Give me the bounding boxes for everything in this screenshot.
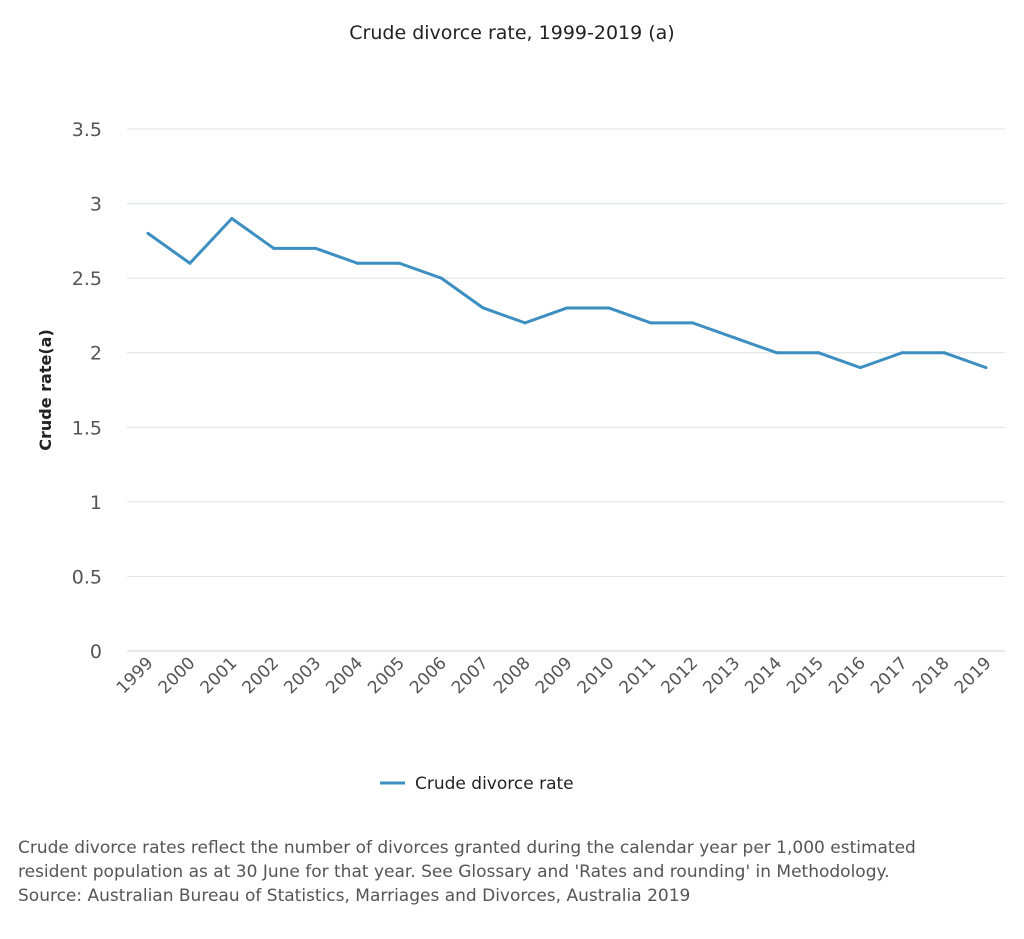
note-line: Source: Australian Bureau of Statistics,…	[18, 886, 691, 906]
y-tick-label: 3	[90, 194, 102, 216]
x-tick-label: 2011	[616, 653, 661, 698]
y-tick-label: 3.5	[72, 119, 102, 141]
data-point	[858, 366, 862, 370]
data-point	[607, 306, 611, 310]
data-point	[984, 366, 988, 370]
chart-title: Crude divorce rate, 1999-2019 (a)	[349, 22, 675, 44]
x-tick-label: 2015	[783, 653, 828, 698]
y-tick-label: 0.5	[72, 566, 102, 588]
x-tick-label: 2000	[155, 653, 200, 698]
x-tick-label: 2012	[658, 653, 703, 698]
x-tick-label: 2005	[364, 653, 409, 698]
data-point	[314, 246, 318, 250]
y-tick-label: 1.5	[72, 417, 102, 439]
data-point	[691, 321, 695, 325]
y-axis-label: Crude rate(a)	[36, 329, 55, 451]
data-point	[565, 306, 569, 310]
data-point	[481, 306, 485, 310]
y-tick-label: 1	[90, 492, 102, 514]
x-tick-label: 1999	[113, 653, 158, 698]
series-line	[147, 216, 987, 370]
data-point	[272, 246, 276, 250]
y-tick-label: 2.5	[72, 268, 102, 290]
data-point	[397, 261, 401, 265]
y-tick-label: 2	[90, 343, 102, 365]
x-tick-label: 2017	[867, 653, 912, 698]
data-point	[146, 231, 150, 235]
data-point	[942, 351, 946, 355]
data-point	[816, 351, 820, 355]
note-line: resident population as at 30 June for th…	[18, 862, 890, 882]
chart-notes: Crude divorce rates reflect the number o…	[18, 836, 1008, 908]
x-tick-label: 2004	[322, 653, 367, 698]
x-tick-label: 2008	[490, 653, 535, 698]
data-point	[649, 321, 653, 325]
x-tick-label: 2013	[699, 653, 744, 698]
x-tick-label: 2019	[951, 653, 996, 698]
x-tick-label: 2018	[909, 653, 954, 698]
data-point	[775, 351, 778, 355]
x-tick-label: 2010	[574, 653, 619, 698]
data-point	[188, 261, 192, 265]
x-tick-label: 2003	[280, 653, 325, 698]
x-tick-label: 2006	[406, 653, 451, 698]
y-tick-label: 0	[90, 641, 102, 663]
data-point	[439, 276, 443, 280]
x-tick-label: 2001	[197, 653, 242, 698]
x-tick-label: 2002	[239, 653, 284, 698]
note-line: Crude divorce rates reflect the number o…	[18, 838, 916, 858]
x-tick-label: 2014	[741, 653, 786, 698]
x-tick-label: 2007	[448, 653, 493, 698]
x-tick-label: 2009	[532, 653, 577, 698]
legend-label: Crude divorce rate	[415, 774, 574, 794]
data-point	[900, 351, 904, 355]
data-point	[230, 216, 234, 220]
data-point	[523, 321, 527, 325]
data-point	[733, 336, 737, 340]
data-point	[356, 261, 359, 265]
x-tick-label: 2016	[825, 653, 870, 698]
